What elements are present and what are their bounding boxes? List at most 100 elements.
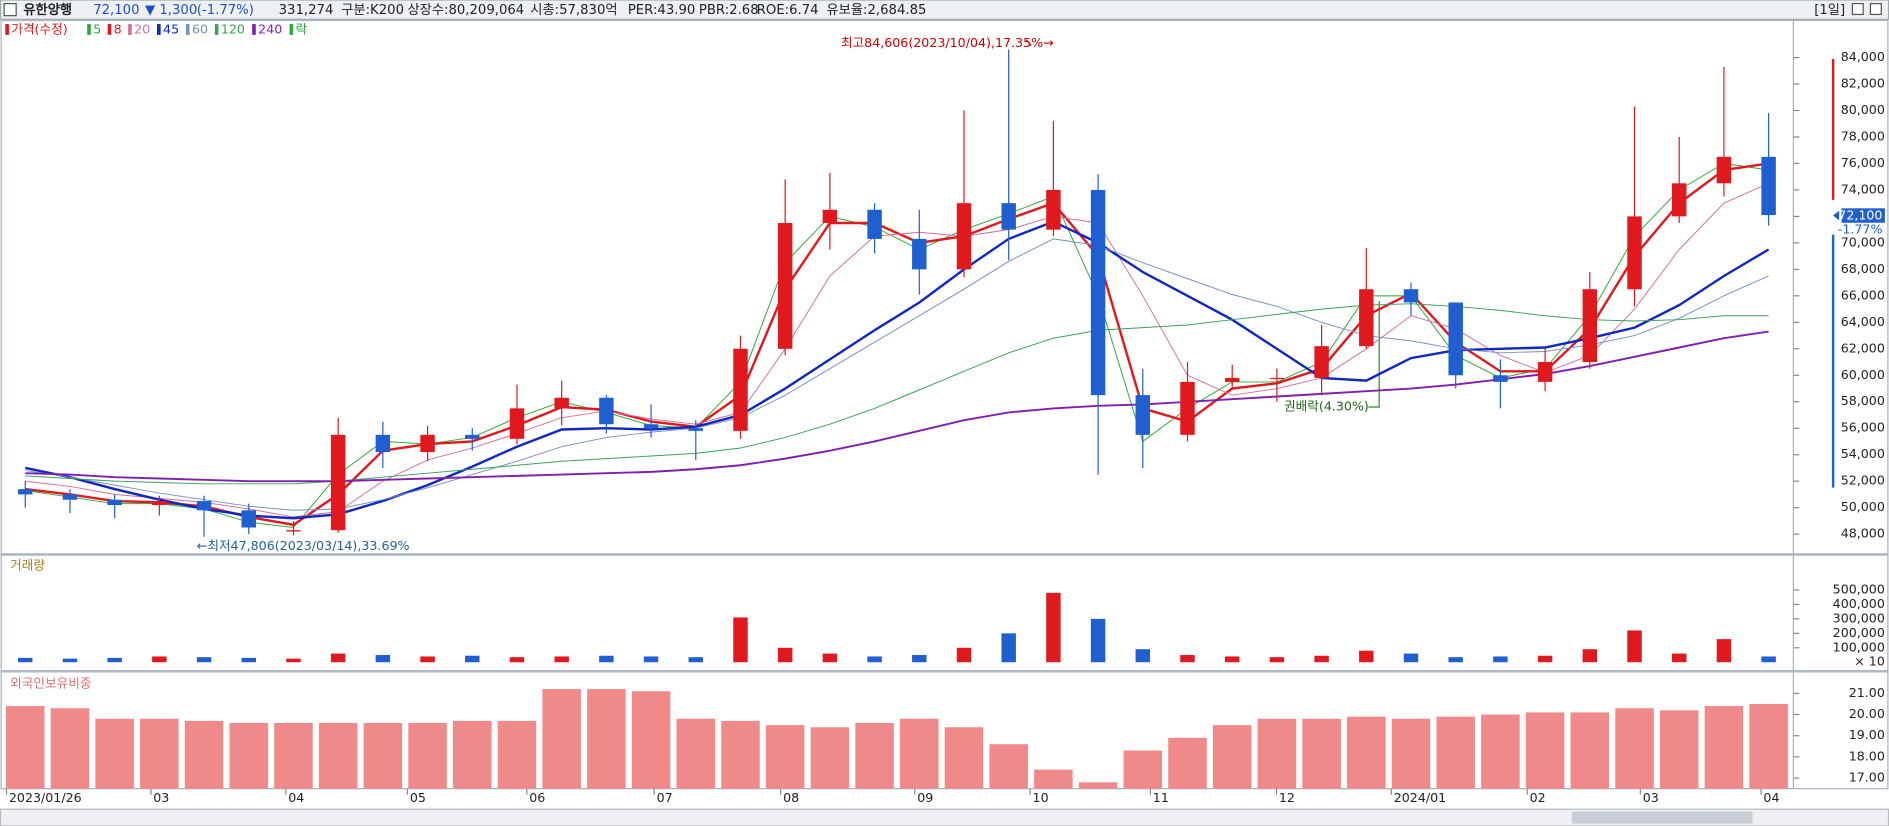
bar bbox=[777, 647, 793, 663]
x-tick-label: 08 bbox=[783, 790, 799, 805]
x-tick-label: 12 bbox=[1279, 790, 1295, 805]
y-tick-label: 19.00 bbox=[1849, 727, 1885, 742]
bar bbox=[62, 658, 78, 663]
close-button[interactable] bbox=[1869, 3, 1882, 16]
y-tick-label: 66,000 bbox=[1841, 287, 1885, 302]
period-button[interactable]: [1일] bbox=[1814, 2, 1845, 18]
ex-rights-annotation: 권배락(4.30%) bbox=[1284, 398, 1369, 413]
candle-body bbox=[286, 530, 301, 532]
bar bbox=[1212, 725, 1252, 789]
bar bbox=[95, 718, 134, 789]
y-tick-label: 74,000 bbox=[1841, 181, 1885, 196]
bar bbox=[184, 720, 224, 789]
bar bbox=[643, 656, 659, 663]
volume: 331,274 bbox=[279, 3, 334, 18]
bar bbox=[107, 657, 122, 663]
bar bbox=[1761, 656, 1776, 663]
price-tag-box bbox=[1841, 208, 1885, 223]
bar bbox=[688, 657, 704, 663]
unit-label: × 10 bbox=[1854, 654, 1885, 669]
bar bbox=[542, 689, 581, 789]
candle-body bbox=[1537, 362, 1553, 382]
price: 72,100 bbox=[93, 3, 139, 18]
legend-swatch bbox=[87, 24, 91, 35]
minimize-button[interactable] bbox=[1851, 3, 1864, 16]
moving-average-line bbox=[25, 238, 1769, 511]
reserve-ratio: 유보율:2,684.85 bbox=[827, 2, 927, 18]
candle-body bbox=[1582, 289, 1598, 363]
bar bbox=[50, 708, 90, 789]
bar bbox=[330, 653, 346, 663]
moving-average-line bbox=[25, 303, 1769, 485]
y-tick-label: 68,000 bbox=[1841, 261, 1885, 276]
bar bbox=[286, 658, 301, 663]
candle-body bbox=[1627, 216, 1642, 290]
candle-body bbox=[1224, 377, 1240, 382]
bar bbox=[1302, 718, 1341, 789]
candle-body bbox=[956, 203, 972, 270]
bar bbox=[989, 744, 1028, 789]
candle-body bbox=[420, 434, 435, 453]
bar bbox=[867, 656, 882, 663]
bar bbox=[1671, 653, 1687, 663]
bar bbox=[1403, 653, 1419, 663]
price-panel bbox=[0, 19, 1889, 555]
bar bbox=[1659, 710, 1699, 789]
x-tick-label: 2024/01 bbox=[1394, 790, 1446, 805]
bar bbox=[1537, 655, 1553, 663]
y-tick-label: 500,000 bbox=[1833, 581, 1885, 596]
y-tick-label: 48,000 bbox=[1841, 526, 1885, 541]
bar bbox=[944, 727, 984, 789]
checkbox[interactable] bbox=[3, 3, 17, 17]
bar bbox=[1180, 655, 1195, 663]
legend-item: 240 bbox=[258, 22, 282, 37]
bar bbox=[1224, 656, 1240, 663]
bar bbox=[152, 656, 167, 663]
bar bbox=[1448, 657, 1463, 663]
market-cap: 시총:57,830억 bbox=[530, 2, 617, 18]
y-tick-label: 100,000 bbox=[1833, 639, 1885, 654]
candle-body bbox=[1448, 302, 1463, 376]
panel-title: 거래량 bbox=[10, 557, 45, 572]
bar bbox=[140, 718, 179, 789]
y-tick-label: 17.00 bbox=[1849, 770, 1885, 785]
candle-body bbox=[554, 397, 569, 409]
bar bbox=[1436, 716, 1475, 789]
bar bbox=[274, 723, 313, 789]
moving-average-line bbox=[25, 162, 1769, 529]
change-pct: (-1.77%) bbox=[197, 3, 254, 18]
candle-body bbox=[912, 238, 927, 270]
x-tick-label: 04 bbox=[1763, 790, 1779, 805]
y-tick-label: 80,000 bbox=[1841, 102, 1885, 117]
candle-body bbox=[867, 209, 882, 239]
bar bbox=[631, 691, 671, 789]
change: ▼ 1,300 bbox=[145, 3, 197, 18]
candle-body bbox=[107, 499, 122, 506]
legend-swatch bbox=[5, 24, 9, 35]
y-tick-label: 56,000 bbox=[1841, 420, 1885, 435]
bar bbox=[1269, 657, 1285, 663]
x-tick-label: 03 bbox=[153, 790, 169, 805]
bar bbox=[1493, 656, 1508, 663]
bar bbox=[721, 720, 760, 789]
bar bbox=[1391, 718, 1431, 789]
y-tick-label: 78,000 bbox=[1841, 128, 1885, 143]
scroll-thumb[interactable] bbox=[1571, 811, 1753, 824]
bar bbox=[1481, 714, 1520, 789]
annotation-arrow bbox=[1025, 39, 1032, 47]
roe: ROE:6.74 bbox=[757, 3, 819, 18]
candle-body bbox=[1180, 381, 1195, 435]
y-tick-label: 84,000 bbox=[1841, 49, 1885, 64]
bar bbox=[229, 723, 269, 789]
bar bbox=[465, 655, 480, 663]
legend-swatch bbox=[107, 24, 112, 35]
bar bbox=[822, 653, 838, 663]
y-tick-label: 50,000 bbox=[1841, 499, 1885, 514]
x-tick-label: 02 bbox=[1530, 790, 1546, 805]
bar bbox=[1615, 708, 1654, 789]
moving-average-line bbox=[25, 220, 1770, 520]
bar bbox=[733, 617, 748, 663]
x-tick-label: 04 bbox=[288, 790, 304, 805]
bar bbox=[912, 655, 927, 663]
